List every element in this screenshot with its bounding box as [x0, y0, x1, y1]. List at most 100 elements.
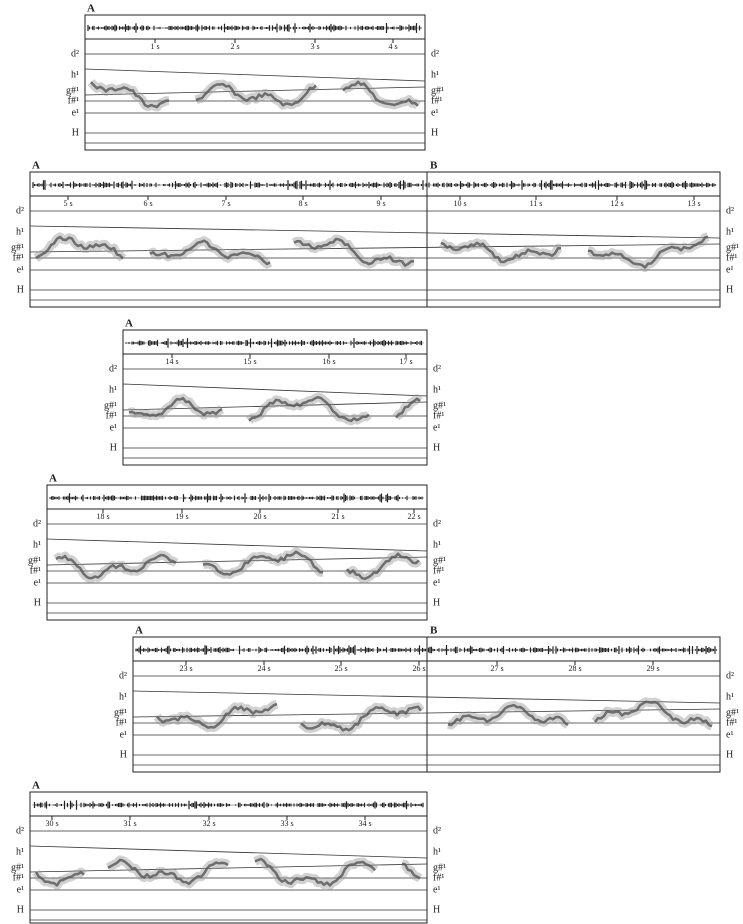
- pitch-label-left: f#¹: [68, 95, 79, 106]
- section-label: A: [125, 318, 133, 330]
- pitch-label-left: H: [72, 127, 79, 138]
- pitch-label-right: h¹: [433, 384, 441, 395]
- pitch-label-right: e¹: [726, 729, 733, 740]
- time-label: 12 s: [610, 199, 623, 208]
- pitch-label-right: H: [433, 904, 440, 915]
- pitch-label-left: d²: [71, 48, 79, 59]
- pitch-label-left: h¹: [71, 69, 79, 80]
- section-label: A: [87, 3, 95, 15]
- time-label: 14 s: [165, 357, 178, 366]
- pitch-label-right: d²: [433, 518, 441, 529]
- pitch-label-right: f#¹: [433, 565, 444, 576]
- pitch-label-right: H: [726, 749, 733, 760]
- time-label: 8 s: [298, 199, 307, 208]
- time-label: 18 s: [96, 512, 109, 521]
- section-label: A: [49, 473, 57, 485]
- panel-frame: [30, 172, 720, 307]
- section-label: B: [430, 160, 438, 172]
- pitch-label-right: f#¹: [431, 95, 442, 106]
- time-label: 25 s: [334, 664, 347, 673]
- time-label: 29 s: [646, 664, 659, 673]
- pitch-label-left: h¹: [109, 384, 117, 395]
- time-label: 9 s: [376, 199, 385, 208]
- time-label: 24 s: [257, 664, 270, 673]
- section-label: A: [135, 625, 143, 637]
- pitch-label-right: H: [433, 597, 440, 608]
- pitch-label-right: e¹: [431, 107, 438, 118]
- panel: A30 s31 s32 s33 s34 sd²d²h¹h¹g#¹g#¹f#¹f#…: [11, 780, 446, 923]
- pitch-label-left: f#¹: [116, 717, 127, 728]
- pitch-label-left: f#¹: [13, 252, 24, 263]
- time-label: 7 s: [221, 199, 230, 208]
- pitch-label-left: e¹: [72, 107, 79, 118]
- time-label: 27 s: [490, 664, 503, 673]
- pitch-label-left: d²: [119, 670, 127, 681]
- pitch-line: [47, 557, 427, 565]
- time-label: 32 s: [202, 819, 215, 828]
- pitch-label-right: d²: [431, 48, 439, 59]
- time-label: 2 s: [230, 42, 239, 51]
- time-label: 22 s: [407, 512, 420, 521]
- time-label: 13 s: [687, 199, 700, 208]
- pitch-label-right: h¹: [726, 226, 734, 237]
- pitch-label-left: f#¹: [13, 872, 24, 883]
- pitch-label-left: d²: [16, 825, 24, 836]
- figure: A1 s2 s3 s4 sd²d²h¹h¹g#¹g#¹f#¹f#¹e¹e¹HHA…: [0, 0, 743, 924]
- time-label: 11 s: [530, 199, 543, 208]
- section-label: A: [32, 780, 40, 792]
- pitch-label-left: e¹: [17, 884, 24, 895]
- pitch-label-left: f#¹: [106, 410, 117, 421]
- time-label: 28 s: [568, 664, 581, 673]
- time-label: 26 s: [412, 664, 425, 673]
- time-label: 23 s: [179, 664, 192, 673]
- waveform: [33, 800, 423, 810]
- pitch-label-left: e¹: [17, 264, 24, 275]
- pitch-label-right: e¹: [726, 264, 733, 275]
- waveform: [50, 493, 424, 503]
- time-label: 4 s: [388, 42, 397, 51]
- panel-frame: [30, 792, 427, 923]
- time-label: 21 s: [331, 512, 344, 521]
- pitch-label-left: d²: [109, 363, 117, 374]
- pitch-label-right: H: [433, 442, 440, 453]
- pitch-label-right: h¹: [726, 691, 734, 702]
- pitch-label-right: h¹: [433, 846, 441, 857]
- pitch-label-left: d²: [33, 518, 41, 529]
- pitch-label-right: f#¹: [433, 410, 444, 421]
- waveform: [126, 338, 423, 348]
- waveform: [88, 23, 421, 33]
- time-label: 1 s: [150, 42, 159, 51]
- pitch-label-right: e¹: [433, 577, 440, 588]
- pitch-label-right: h¹: [433, 539, 441, 550]
- pitch-label-right: e¹: [433, 422, 440, 433]
- pitch-label-right: d²: [433, 363, 441, 374]
- pitch-label-right: d²: [726, 670, 734, 681]
- panel-frame: [85, 15, 425, 150]
- time-label: 3 s: [310, 42, 319, 51]
- pitch-label-left: H: [34, 597, 41, 608]
- pitch-label-left: h¹: [16, 226, 24, 237]
- time-label: 5 s: [63, 199, 72, 208]
- time-label: 34 s: [358, 819, 371, 828]
- time-label: 16 s: [322, 357, 335, 366]
- section-label: A: [32, 160, 40, 172]
- pitch-label-left: h¹: [16, 846, 24, 857]
- time-label: 17 s: [399, 357, 412, 366]
- page: A1 s2 s3 s4 sd²d²h¹h¹g#¹g#¹f#¹f#¹e¹e¹HHA…: [0, 0, 743, 924]
- time-label: 33 s: [280, 819, 293, 828]
- pitch-label-left: e¹: [110, 422, 117, 433]
- time-label: 31 s: [123, 819, 136, 828]
- pitch-label-right: f#¹: [726, 717, 737, 728]
- pitch-label-left: H: [120, 749, 127, 760]
- pitch-label-left: h¹: [119, 691, 127, 702]
- pitch-label-right: d²: [433, 825, 441, 836]
- time-label: 15 s: [243, 357, 256, 366]
- contour-halo: [91, 82, 418, 107]
- pitch-line: [30, 226, 720, 238]
- pitch-label-right: H: [726, 284, 733, 295]
- pitch-line: [123, 384, 427, 396]
- pitch-line: [30, 846, 427, 858]
- waveform: [33, 180, 716, 190]
